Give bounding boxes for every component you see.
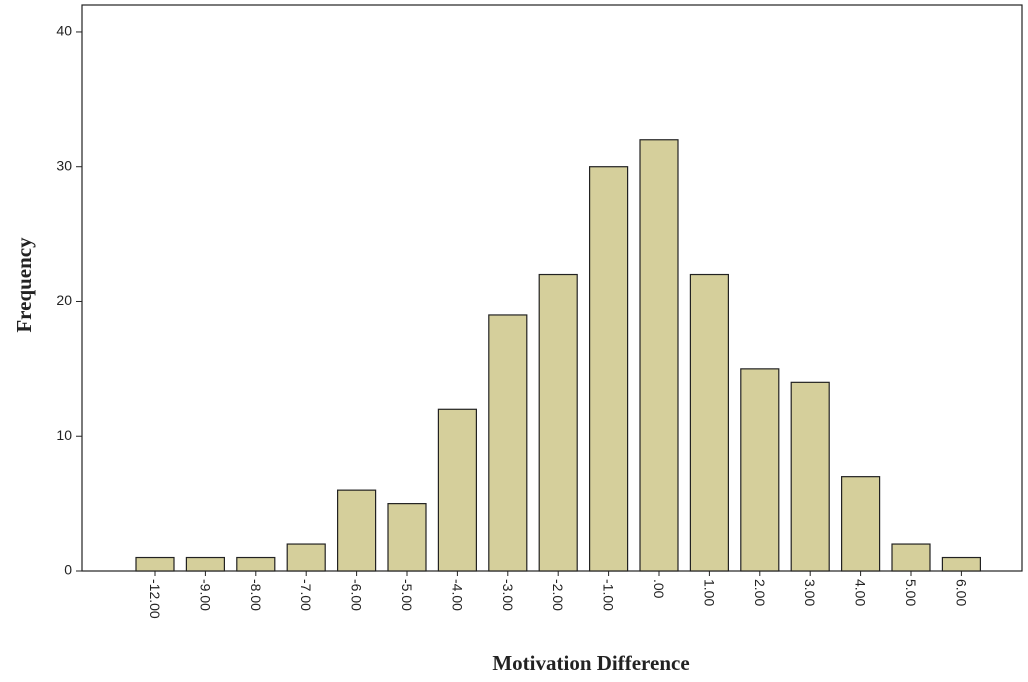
- x-tick-label: -8.00: [248, 579, 264, 611]
- y-tick-label: 0: [64, 562, 72, 578]
- bar: [236, 556, 276, 572]
- x-tick-label: -2.00: [550, 579, 566, 611]
- x-tick-label: -7.00: [298, 579, 314, 611]
- bar: [538, 273, 578, 572]
- bar: [941, 556, 982, 572]
- bar: [790, 381, 830, 572]
- x-tick-label: -12.00: [147, 579, 163, 619]
- x-tick-label: 3.00: [802, 579, 818, 606]
- y-tick-label: 20: [56, 292, 72, 308]
- x-tick-label: 2.00: [752, 579, 768, 606]
- bar: [639, 139, 679, 572]
- x-tick-label: -1.00: [601, 579, 617, 611]
- y-tick-label: 30: [56, 157, 72, 173]
- bar: [588, 166, 629, 572]
- bar: [185, 556, 225, 572]
- bar: [337, 489, 377, 572]
- x-tick-label: -4.00: [449, 579, 465, 611]
- bar: [891, 543, 931, 572]
- x-tick-label: -5.00: [399, 579, 415, 611]
- x-tick-label: 4.00: [853, 579, 869, 606]
- x-tick-label: 1.00: [701, 579, 717, 606]
- y-axis-label: Frequency: [12, 237, 36, 333]
- x-tick-label: .00: [651, 579, 667, 599]
- x-tick-label: 5.00: [903, 579, 919, 606]
- x-axis-label: Motivation Difference: [492, 651, 689, 675]
- bar: [437, 408, 477, 572]
- bar: [689, 273, 730, 572]
- bar: [286, 543, 326, 572]
- x-tick-label: -6.00: [349, 579, 365, 611]
- bar: [135, 556, 175, 572]
- y-tick-label: 40: [56, 23, 72, 39]
- x-tick-label: 6.00: [953, 579, 969, 606]
- bar: [488, 314, 528, 572]
- bar: [740, 368, 780, 572]
- bar: [387, 503, 427, 572]
- x-tick-label: -3.00: [500, 579, 516, 611]
- bar: [840, 476, 881, 572]
- x-tick-label: -9.00: [197, 579, 213, 611]
- y-tick-label: 10: [56, 427, 72, 443]
